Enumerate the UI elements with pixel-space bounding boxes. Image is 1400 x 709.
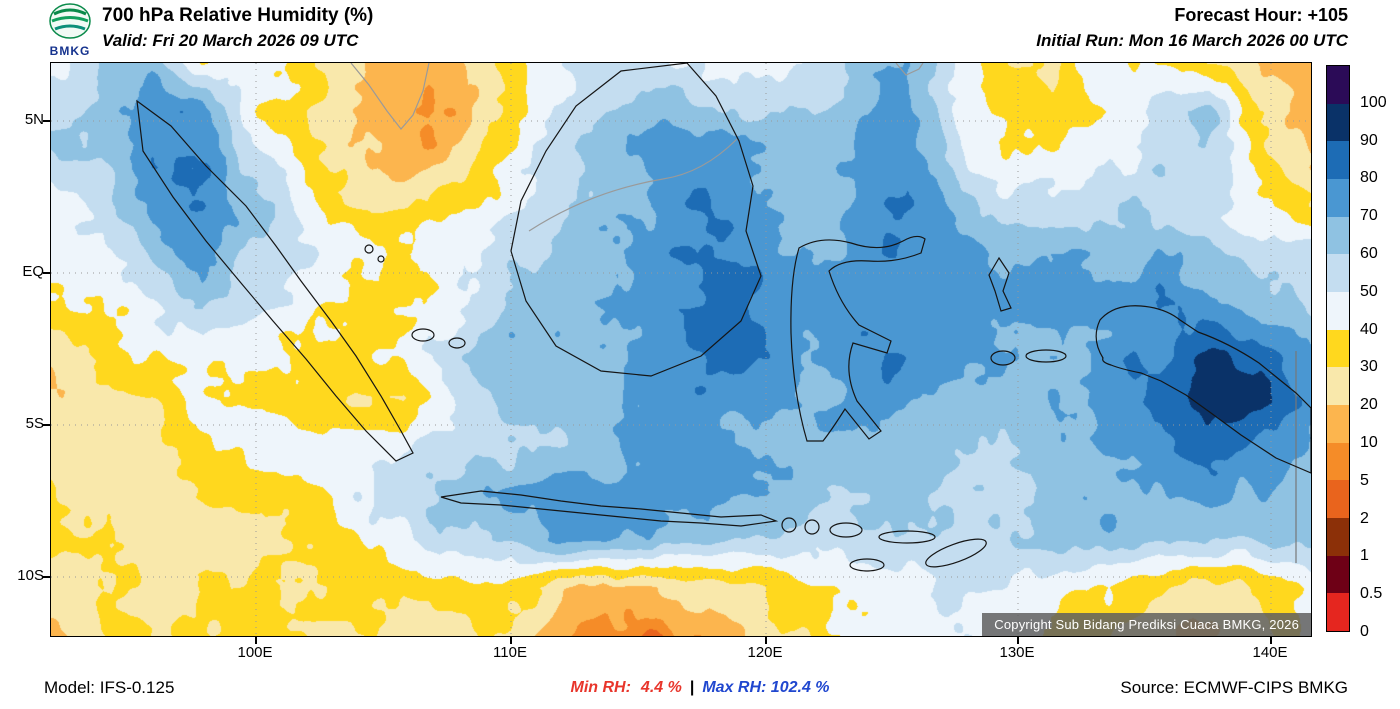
- colorbar-cell: [1327, 518, 1349, 556]
- rh-field-canvas: [51, 63, 1311, 636]
- colorbar-tick-label: 70: [1360, 207, 1378, 225]
- copyright-note: Copyright Sub Bidang Prediksi Cuaca BMKG…: [982, 613, 1311, 636]
- colorbar-tick-label: 50: [1360, 282, 1378, 300]
- borneo-coast: [510, 63, 762, 377]
- sumbawa-island: [829, 522, 863, 538]
- colorbar-tick-label: 90: [1360, 131, 1378, 149]
- foreign-borders: [350, 63, 1297, 563]
- timor-island: [925, 538, 987, 568]
- seram-island: [1025, 349, 1067, 363]
- buru-island: [990, 350, 1016, 366]
- forecast-hour-label: Forecast Hour: +105: [1174, 5, 1348, 25]
- lon-axis-label: 120E: [747, 644, 783, 661]
- map-area: Copyright Sub Bidang Prediksi Cuaca BMKG…: [50, 62, 1312, 637]
- java-coast: [440, 490, 779, 527]
- chart-title: 700 hPa Relative Humidity (%): [102, 5, 374, 26]
- lon-axis-tick: [1017, 637, 1019, 644]
- colorbar-cell: [1327, 141, 1349, 180]
- colorbar-cell: [1327, 66, 1349, 104]
- colorbar-cell: [1327, 292, 1349, 330]
- colorbar-cell: [1327, 405, 1349, 443]
- lat-axis-label: 10S: [17, 567, 44, 584]
- colorbar-tick-label: 0: [1360, 623, 1369, 640]
- valid-time-label: Valid: Fri 20 March 2026 09 UTC: [102, 31, 359, 50]
- colorbar-tick-label: 80: [1360, 169, 1378, 187]
- papua-coast: [1095, 305, 1311, 474]
- lon-axis-label: 140E: [1252, 644, 1288, 661]
- colorbar-tick-label: 5: [1360, 471, 1369, 489]
- riau-island: [364, 244, 374, 254]
- flores-island: [878, 530, 936, 544]
- colorbar-cell: [1327, 593, 1349, 632]
- lat-axis-label: 5S: [25, 415, 44, 432]
- lon-axis-label: 100E: [237, 644, 273, 661]
- belitung-island: [448, 337, 466, 349]
- riau-island-2: [377, 255, 385, 263]
- coastlines: [136, 63, 1311, 572]
- bmkg-logo: BMKG: [42, 2, 98, 58]
- initial-run-label: Initial Run: Mon 16 March 2026 00 UTC: [1036, 31, 1348, 50]
- bangka-island: [411, 328, 435, 342]
- model-label: Model: IFS-0.125: [44, 678, 175, 697]
- max-rh-value: 102.4 %: [770, 679, 830, 696]
- lombok-island: [804, 519, 820, 535]
- colorbar-cell: [1327, 442, 1349, 481]
- lat-axis-label: EQ: [22, 263, 44, 280]
- source-label: Source: ECMWF-CIPS BMKG: [1120, 678, 1348, 697]
- max-rh-label: Max RH:: [702, 679, 767, 696]
- colorbar-cell: [1327, 555, 1349, 594]
- colorbar-cell: [1327, 480, 1349, 519]
- sumba-island: [849, 558, 885, 572]
- lon-axis-label: 110E: [493, 644, 527, 661]
- lat-axis-tick: [43, 272, 50, 274]
- colorbar-cell: [1327, 179, 1349, 217]
- min-rh-value: 4.4 %: [640, 679, 682, 696]
- map-overlay: [51, 63, 1311, 636]
- colorbar-cell: [1327, 254, 1349, 293]
- gridlines: [51, 63, 1311, 636]
- colorbar-cell: [1327, 216, 1349, 255]
- lat-axis-label: 5N: [24, 111, 44, 128]
- sulawesi-coast: [790, 235, 926, 442]
- lat-axis-tick: [43, 424, 50, 426]
- rh-minmax: Min RH: 4.4 % | Max RH: 102.4 %: [0, 679, 1400, 697]
- colorbar-tick-label: 1: [1360, 547, 1369, 565]
- halmahera-coast: [988, 256, 1012, 312]
- colorbar: [1326, 65, 1350, 632]
- colorbar-tick-label: 40: [1360, 320, 1378, 338]
- bmkg-logo-icon: [49, 3, 91, 39]
- bmkg-logo-text: BMKG: [49, 44, 91, 58]
- lon-axis-tick: [255, 637, 257, 644]
- colorbar-tick-label: 20: [1360, 396, 1378, 414]
- colorbar-cell: [1327, 103, 1349, 142]
- minmax-separator: |: [689, 679, 695, 696]
- colorbar-tick-label: 0.5: [1360, 585, 1383, 603]
- lon-axis-label: 130E: [999, 644, 1035, 661]
- colorbar-tick-label: 100: [1360, 93, 1387, 111]
- bali-island: [781, 517, 797, 533]
- colorbar-tick-label: 10: [1360, 434, 1378, 451]
- colorbar-tick-label: 2: [1360, 509, 1369, 527]
- sumatra-coast: [136, 99, 414, 462]
- lon-axis-tick: [1270, 637, 1272, 644]
- colorbar-tick-label: 60: [1360, 245, 1378, 262]
- colorbar-tick-label: 30: [1360, 358, 1378, 376]
- colorbar-cell: [1327, 367, 1349, 406]
- colorbar-cell: [1327, 329, 1349, 368]
- lat-axis-tick: [43, 120, 50, 122]
- lon-axis-tick: [765, 637, 767, 644]
- lon-axis-tick: [510, 637, 512, 644]
- min-rh-label: Min RH:: [570, 679, 631, 696]
- lat-axis-tick: [43, 576, 50, 578]
